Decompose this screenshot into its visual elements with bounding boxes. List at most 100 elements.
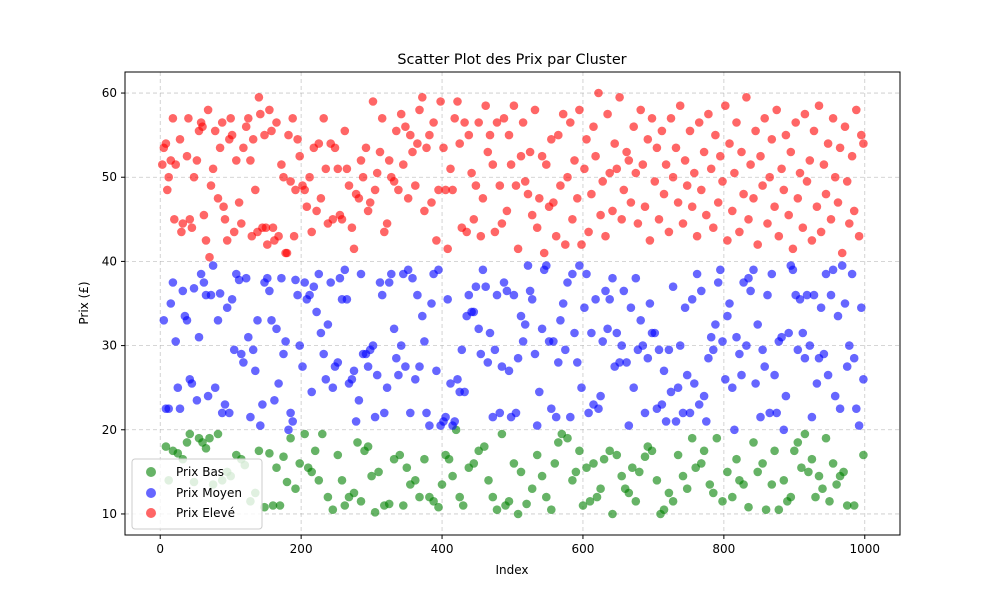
scatter-point — [823, 370, 833, 380]
legend-marker-prix-moyen — [146, 488, 156, 498]
scatter-point — [699, 147, 709, 157]
legend: Prix Bas Prix Moyen Prix Elevé — [131, 458, 263, 530]
scatter-point — [205, 252, 214, 262]
scatter-point — [234, 275, 244, 285]
scatter-point — [842, 177, 852, 186]
scatter-point — [268, 223, 278, 232]
scatter-point — [295, 341, 305, 350]
scatter-point — [622, 358, 631, 367]
scatter-point — [450, 417, 460, 426]
scatter-point — [453, 375, 462, 384]
scatter-point — [763, 219, 772, 228]
scatter-point — [814, 101, 824, 110]
scatter-point — [525, 147, 535, 157]
scatter-point — [263, 273, 272, 283]
scatter-point — [356, 497, 366, 506]
scatter-point — [833, 198, 843, 207]
scatter-point — [573, 194, 582, 203]
scatter-point — [520, 177, 530, 186]
scatter-point — [356, 269, 366, 279]
scatter-point — [184, 114, 193, 123]
scatter-point — [394, 185, 403, 195]
scatter-point — [255, 421, 265, 430]
scatter-point — [814, 471, 824, 481]
scatter-point — [671, 417, 681, 426]
scatter-point — [323, 492, 333, 502]
scatter-point — [185, 429, 195, 439]
scatter-point — [718, 337, 727, 346]
scatter-point — [267, 126, 276, 136]
scatter-point — [821, 433, 831, 443]
scatter-point — [244, 114, 253, 123]
scatter-point — [640, 452, 650, 462]
scatter-point — [818, 484, 827, 494]
scatter-point — [380, 227, 389, 237]
scatter-point — [187, 223, 197, 232]
scatter-point — [462, 227, 472, 237]
scatter-point — [406, 408, 415, 418]
scatter-point — [516, 467, 526, 477]
scatter-point — [201, 236, 211, 245]
scatter-point — [286, 177, 295, 186]
scatter-point — [182, 438, 192, 447]
scatter-point — [582, 135, 591, 144]
scatter-point — [349, 366, 359, 376]
scatter-point — [464, 290, 474, 300]
scatter-point — [222, 303, 232, 313]
scatter-point — [527, 295, 537, 304]
scatter-point — [196, 269, 206, 279]
scatter-point — [725, 139, 734, 148]
scatter-point — [617, 341, 626, 350]
scatter-point — [751, 126, 760, 136]
scatter-point — [598, 337, 607, 346]
scatter-point — [437, 480, 447, 489]
scatter-point — [765, 408, 774, 418]
scatter-point — [678, 408, 688, 418]
scatter-point — [248, 135, 258, 144]
scatter-point — [835, 404, 845, 414]
scatter-point — [497, 362, 507, 371]
scatter-point — [809, 290, 819, 300]
scatter-point — [612, 164, 622, 174]
scatter-point — [558, 299, 568, 308]
scatter-point — [293, 290, 302, 300]
scatter-point — [368, 341, 378, 350]
scatter-point — [187, 379, 197, 388]
scatter-point — [309, 282, 319, 292]
scatter-point — [713, 278, 723, 287]
scatter-point — [469, 215, 479, 224]
scatter-point — [690, 379, 699, 388]
scatter-point — [495, 408, 505, 418]
scatter-point — [279, 349, 288, 359]
scatter-point — [441, 412, 450, 422]
y-tick-label: 10 — [102, 507, 117, 521]
scatter-point — [314, 269, 324, 279]
scatter-point — [767, 135, 777, 144]
scatter-point — [857, 130, 866, 140]
scatter-point — [422, 408, 431, 418]
scatter-point — [295, 151, 305, 161]
scatter-point — [561, 345, 570, 355]
scatter-point — [367, 471, 376, 481]
scatter-point — [217, 118, 227, 127]
scatter-point — [516, 311, 526, 321]
scatter-point — [680, 156, 690, 165]
scatter-point — [563, 172, 572, 182]
scatter-point — [302, 202, 312, 211]
scatter-point — [549, 198, 558, 207]
scatter-point — [807, 236, 817, 245]
scatter-point — [213, 429, 223, 439]
scatter-point — [596, 210, 605, 220]
scatter-point — [631, 168, 641, 178]
scatter-point — [411, 181, 420, 190]
scatter-point — [516, 151, 526, 161]
scatter-point — [737, 370, 746, 380]
scatter-point — [284, 130, 293, 140]
scatter-point — [499, 278, 509, 287]
scatter-point — [685, 126, 695, 136]
scatter-point — [499, 114, 509, 123]
scatter-point — [319, 349, 329, 359]
scatter-point — [619, 185, 629, 195]
scatter-point — [483, 358, 493, 367]
scatter-point — [460, 118, 469, 127]
